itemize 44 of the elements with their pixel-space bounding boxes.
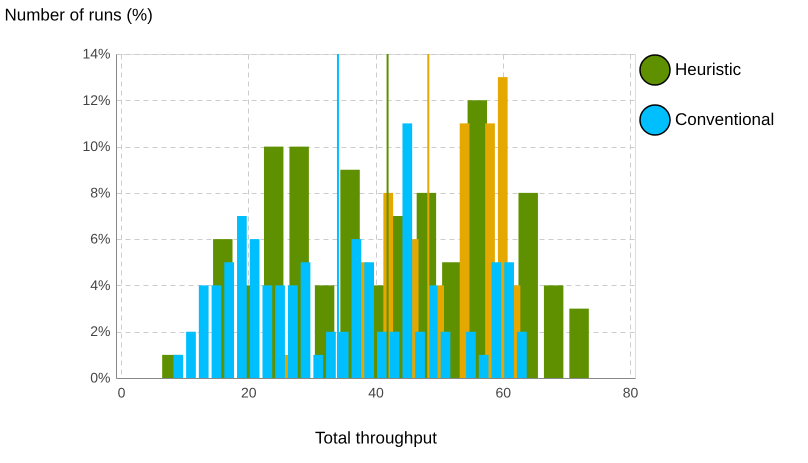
y-tick-label: 10% [82,138,110,154]
bar [173,354,184,378]
bar [237,216,247,378]
bar [300,262,310,378]
x-tick-label: 80 [622,384,638,400]
bar [275,285,285,378]
bar [478,354,489,378]
y-tick-label: 4% [90,276,110,293]
bar [224,262,234,378]
y-tick-label: 2% [90,323,110,340]
x-axis-title: Total throughput [315,428,438,448]
bar [352,239,362,378]
bar [212,285,222,378]
y-tick-label: 14% [82,46,110,62]
legend-label: Conventional [675,110,774,129]
bar [198,285,209,378]
bar [364,262,374,378]
bar [415,332,425,378]
bar [544,285,564,378]
bar [250,239,260,378]
bar [262,285,272,378]
y-axis-title: Number of runs (%) [4,6,153,24]
x-tick-label: 40 [368,384,384,400]
bar [504,262,514,378]
legend-label: Heuristic [675,60,742,79]
y-tick-label: 6% [90,230,110,247]
y-tick-label: 0% [90,370,110,386]
bar [288,285,298,378]
bar [569,308,589,378]
bar [390,332,400,378]
bar [402,123,412,378]
bar [466,332,476,378]
y-tick-label: 12% [82,92,110,108]
bar [186,332,196,378]
bar [516,332,527,378]
bar [376,332,387,378]
bar [313,354,324,378]
x-tick-label: 0 [118,384,126,400]
bar [492,262,502,378]
x-tick-label: 60 [495,384,512,400]
y-tick-label: 8% [90,184,110,200]
x-tick-label: 20 [240,384,257,400]
bar [460,123,470,378]
bar [440,332,450,378]
